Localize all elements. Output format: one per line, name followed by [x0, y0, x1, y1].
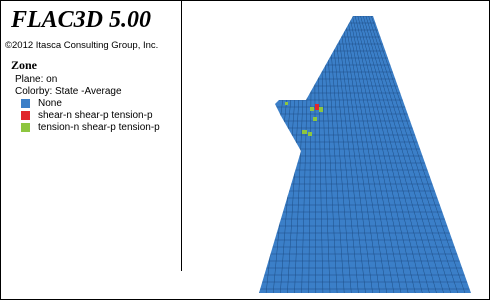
zone [319, 107, 323, 112]
model-view [182, 1, 489, 299]
legend-swatch [21, 99, 30, 108]
legend-item: shear-n shear-p tension-p [21, 110, 153, 121]
zone [310, 107, 314, 111]
copyright: ©2012 Itasca Consulting Group, Inc. [5, 40, 158, 51]
legend-title: Zone [11, 58, 37, 73]
zone [308, 132, 312, 136]
legend-item: None [21, 98, 62, 109]
colorby-text: Colorby: State -Average [15, 86, 122, 97]
legend-label: shear-n shear-p tension-p [38, 110, 153, 121]
legend-label: tension-n shear-p tension-p [38, 122, 160, 133]
legend-panel: FLAC3D 5.00 ©2012 Itasca Consulting Grou… [1, 1, 182, 271]
app-title: FLAC3D 5.00 [11, 7, 151, 34]
legend-label: None [38, 98, 62, 109]
legend-swatch [21, 123, 30, 132]
zone [315, 104, 319, 110]
legend-item: tension-n shear-p tension-p [21, 122, 160, 133]
screen: FLAC3D 5.00 ©2012 Itasca Consulting Grou… [0, 0, 490, 300]
legend-swatch [21, 111, 30, 120]
zone [302, 130, 307, 134]
zone [313, 117, 317, 121]
zone [285, 102, 288, 105]
plane-text: Plane: on [15, 74, 57, 85]
